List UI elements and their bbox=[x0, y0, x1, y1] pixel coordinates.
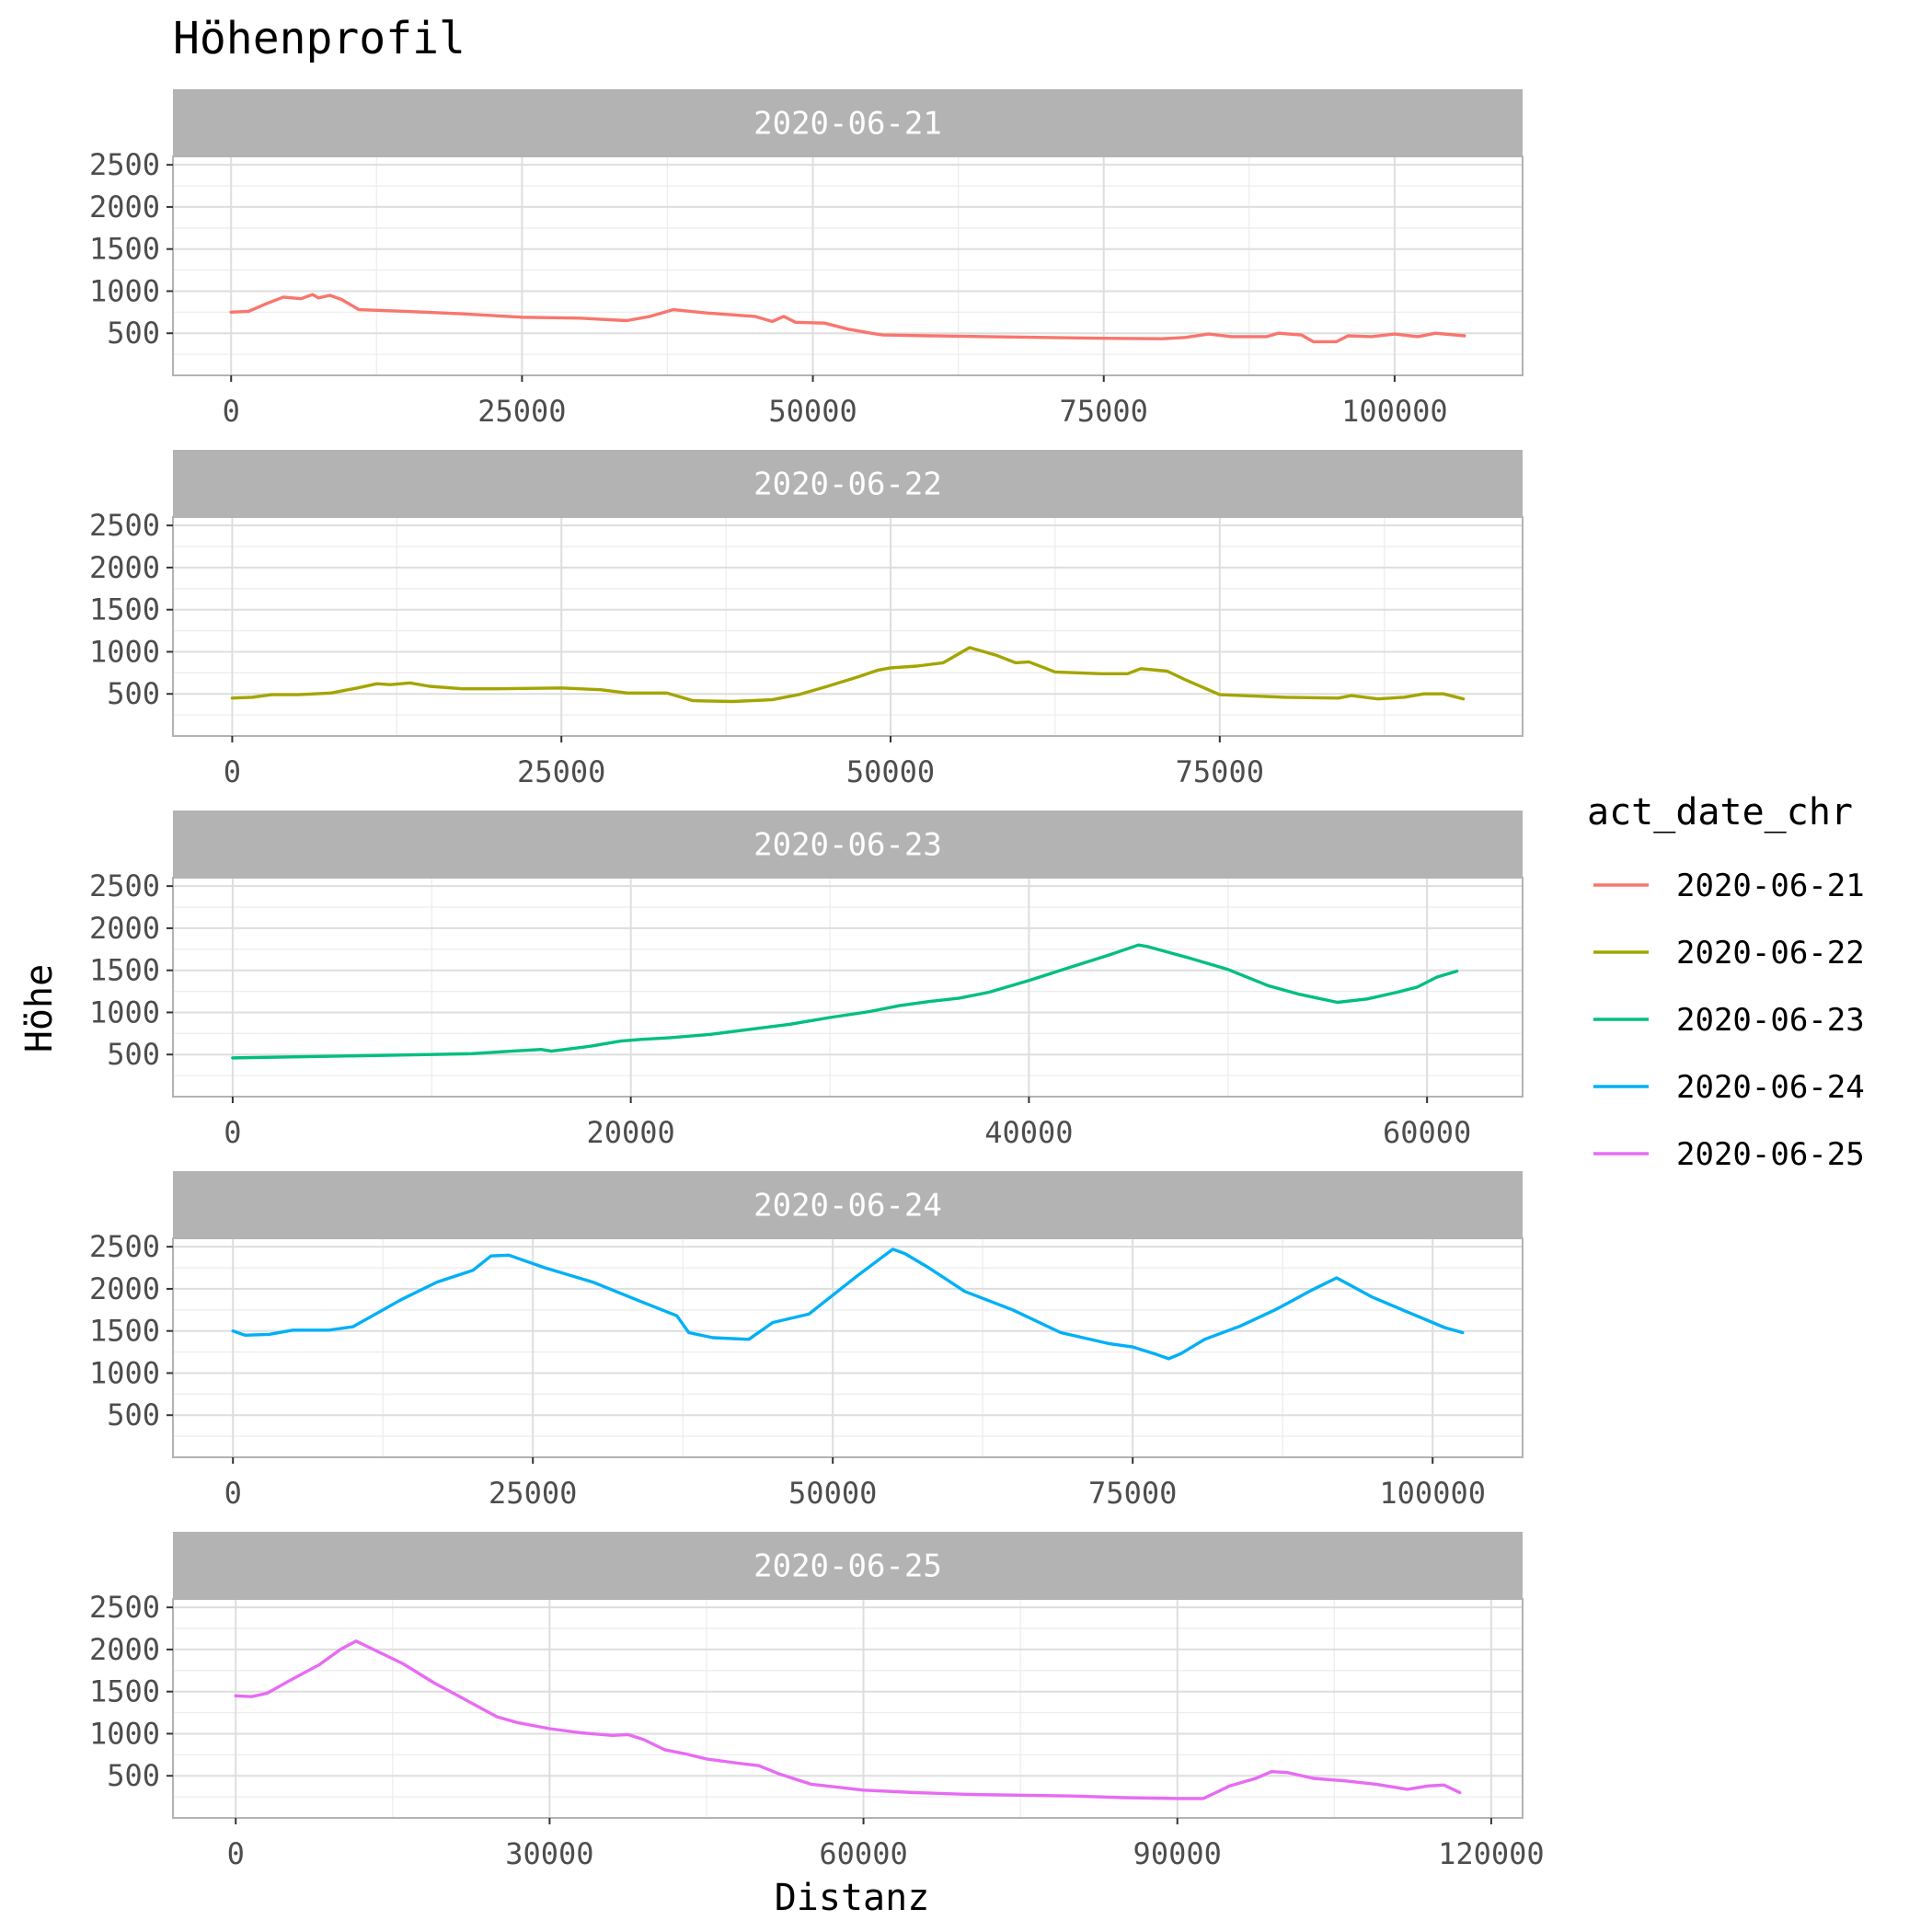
series-line bbox=[234, 1639, 1462, 1800]
panel-border bbox=[172, 516, 1524, 737]
y-tick-label: 1500 bbox=[89, 1674, 160, 1709]
y-tick-label: 1000 bbox=[89, 634, 160, 669]
legend-label: 2020-06-21 bbox=[1676, 868, 1865, 904]
legend-items: 2020-06-21 2020-06-22 2020-06-23 2020-06-24… bbox=[1593, 868, 1865, 1173]
legend-item: 2020-06-23 bbox=[1593, 1002, 1865, 1039]
facet-strip bbox=[173, 89, 1523, 156]
y-tick-label: 1500 bbox=[89, 232, 160, 267]
y-tick-label: 500 bbox=[107, 1037, 160, 1072]
x-axis-label: Distanz bbox=[775, 1877, 930, 1919]
y-tick-label: 2500 bbox=[89, 147, 160, 182]
panel-border bbox=[172, 877, 1524, 1098]
y-tick-label: 2500 bbox=[89, 1590, 160, 1625]
y-tick-label: 500 bbox=[107, 676, 160, 711]
legend-item: 2020-06-22 bbox=[1593, 935, 1865, 972]
series-line bbox=[231, 1248, 1465, 1361]
legend-label: 2020-06-24 bbox=[1676, 1069, 1865, 1106]
x-tick-label: 40000 bbox=[984, 1115, 1073, 1150]
facet-strip-label: 2020-06-21 bbox=[753, 106, 942, 143]
facet-strip bbox=[173, 811, 1523, 878]
series-line bbox=[231, 943, 1459, 1060]
x-tick-label: 0 bbox=[224, 754, 241, 789]
y-tick-label: 1000 bbox=[89, 1716, 160, 1751]
y-tick-label: 2000 bbox=[89, 550, 160, 585]
x-tick-label: 0 bbox=[227, 1836, 245, 1871]
facet-strip-label: 2020-06-22 bbox=[753, 466, 942, 503]
x-tick-label: 25000 bbox=[489, 1476, 577, 1511]
legend-title: act_date_chr bbox=[1587, 791, 1853, 834]
y-tick-label: 2500 bbox=[89, 508, 160, 543]
y-tick-label: 500 bbox=[107, 1397, 160, 1432]
legend-item: 2020-06-24 bbox=[1593, 1069, 1865, 1106]
x-tick-label: 75000 bbox=[1060, 394, 1148, 429]
facet-strip bbox=[173, 1171, 1523, 1238]
x-tick-label: 50000 bbox=[846, 754, 935, 789]
facet-strip-label: 2020-06-23 bbox=[753, 827, 942, 864]
x-tick-label: 60000 bbox=[819, 1836, 907, 1871]
y-tick-label: 1000 bbox=[89, 1355, 160, 1390]
legend-item: 2020-06-21 bbox=[1593, 868, 1865, 904]
chart-title: Höhenprofil bbox=[173, 13, 466, 64]
x-tick-label: 30000 bbox=[505, 1836, 593, 1871]
panel-background bbox=[173, 1238, 1523, 1457]
legend-label: 2020-06-22 bbox=[1676, 935, 1865, 972]
panel-background bbox=[173, 517, 1523, 736]
y-tick-label: 2000 bbox=[89, 911, 160, 946]
panel-background bbox=[173, 878, 1523, 1097]
y-tick-label: 2000 bbox=[89, 1632, 160, 1667]
x-tick-label: 25000 bbox=[477, 394, 566, 429]
y-tick-label: 1000 bbox=[89, 995, 160, 1029]
x-tick-label: 60000 bbox=[1383, 1115, 1471, 1150]
x-tick-label: 120000 bbox=[1438, 1836, 1545, 1871]
y-tick-label: 2500 bbox=[89, 868, 160, 903]
y-tick-label: 2000 bbox=[89, 190, 160, 224]
legend-label: 2020-06-23 bbox=[1676, 1002, 1865, 1039]
y-axis-label: Höhe bbox=[18, 964, 61, 1052]
panel-border bbox=[172, 1598, 1524, 1819]
x-tick-label: 75000 bbox=[1088, 1476, 1177, 1511]
series-line bbox=[230, 646, 1466, 704]
facet-strip bbox=[173, 1532, 1523, 1599]
x-tick-label: 0 bbox=[224, 1115, 241, 1150]
facet-panel: 2020-06-23 500 1000 1500 2000 2500 0 20000 40000… bbox=[89, 811, 1524, 1150]
panel-background bbox=[173, 156, 1523, 375]
facet-strip-label: 2020-06-24 bbox=[753, 1188, 942, 1225]
panel-background bbox=[173, 1599, 1523, 1818]
y-tick-label: 1000 bbox=[89, 273, 160, 308]
x-tick-label: 90000 bbox=[1133, 1836, 1222, 1871]
y-tick-label: 1500 bbox=[89, 953, 160, 988]
y-tick-label: 500 bbox=[107, 1758, 160, 1793]
x-tick-label: 100000 bbox=[1341, 394, 1448, 429]
y-tick-label: 2000 bbox=[89, 1271, 160, 1306]
facet-strip bbox=[173, 450, 1523, 517]
legend-item: 2020-06-25 bbox=[1593, 1136, 1865, 1173]
legend-label: 2020-06-25 bbox=[1676, 1136, 1865, 1173]
facet-panel: 2020-06-25 500 1000 1500 2000 2500 0 30000 60000… bbox=[89, 1532, 1545, 1871]
x-tick-label: 0 bbox=[223, 394, 240, 429]
x-tick-label: 75000 bbox=[1176, 754, 1264, 789]
y-tick-label: 1500 bbox=[89, 592, 160, 627]
y-tick-label: 1500 bbox=[89, 1314, 160, 1349]
x-tick-label: 25000 bbox=[517, 754, 605, 789]
panel-border bbox=[172, 155, 1524, 376]
x-tick-label: 50000 bbox=[788, 1476, 877, 1511]
facet-strip-label: 2020-06-25 bbox=[753, 1548, 942, 1585]
y-tick-label: 2500 bbox=[89, 1229, 160, 1264]
x-tick-label: 20000 bbox=[586, 1115, 674, 1150]
y-tick-label: 500 bbox=[107, 316, 160, 351]
legend: act_date_chr 2020-06-212020-06-222020-06… bbox=[1587, 791, 1865, 1173]
x-tick-label: 100000 bbox=[1379, 1476, 1486, 1511]
panel-border bbox=[172, 1237, 1524, 1458]
series-line bbox=[229, 293, 1466, 344]
x-tick-label: 0 bbox=[224, 1476, 242, 1511]
x-tick-label: 50000 bbox=[768, 394, 857, 429]
